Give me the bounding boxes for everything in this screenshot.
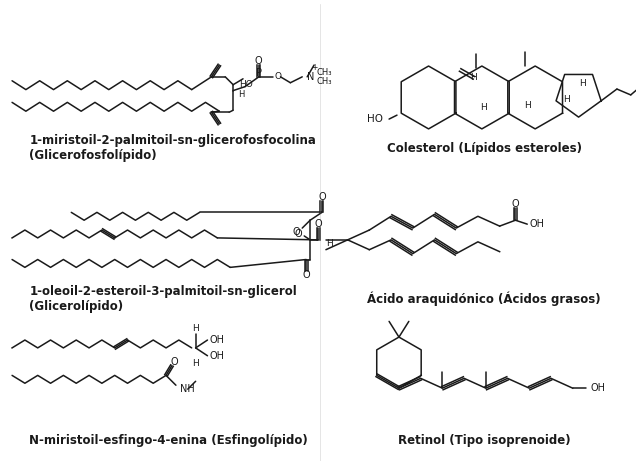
Text: H: H (192, 324, 199, 333)
Text: CH₃: CH₃ (316, 68, 332, 77)
Text: O: O (275, 73, 282, 81)
Text: P: P (256, 68, 262, 78)
Text: H: H (238, 90, 244, 99)
Text: Retinol (Tipo isoprenoide): Retinol (Tipo isoprenoide) (398, 434, 570, 447)
Text: O: O (294, 229, 302, 239)
Text: OH: OH (209, 351, 225, 361)
Text: OH: OH (209, 335, 225, 345)
Text: OH: OH (529, 219, 544, 229)
Text: 1-oleoil-2-esteroil-3-palmitoil-sn-glicerol
(Glicerolípido): 1-oleoil-2-esteroil-3-palmitoil-sn-glice… (29, 285, 297, 313)
Text: O: O (170, 357, 178, 366)
Text: O: O (255, 56, 262, 66)
Text: O: O (314, 219, 322, 229)
Text: O: O (292, 227, 300, 237)
Text: H: H (563, 95, 570, 104)
Text: +: + (311, 62, 317, 72)
Text: Colesterol (Lípidos esteroles): Colesterol (Lípidos esteroles) (387, 141, 582, 154)
Text: CH₃: CH₃ (316, 77, 332, 86)
Text: H: H (192, 359, 199, 368)
Text: N: N (307, 72, 314, 82)
Text: HO: HO (367, 114, 383, 124)
Text: O: O (511, 199, 519, 208)
Text: HO: HO (239, 80, 253, 89)
Text: N-miristoil-esfingo-4-enina (Esfingolípido): N-miristoil-esfingo-4-enina (Esfingolípi… (29, 434, 308, 447)
Text: 1-miristoil-2-palmitoil-sn-glicerofosfocolina
(Glicerofosfolípido): 1-miristoil-2-palmitoil-sn-glicerofosfoc… (29, 134, 316, 162)
Text: Ácido araquidónico (Ácidos grasos): Ácido araquidónico (Ácidos grasos) (367, 292, 601, 306)
Text: H: H (481, 103, 487, 112)
Text: H: H (470, 73, 477, 82)
Text: H: H (524, 101, 531, 110)
Text: NH: NH (180, 384, 195, 394)
Text: H: H (579, 79, 586, 88)
Text: O: O (302, 270, 310, 280)
Text: H: H (326, 239, 333, 248)
Text: OH: OH (591, 383, 605, 393)
Text: O: O (318, 192, 326, 202)
